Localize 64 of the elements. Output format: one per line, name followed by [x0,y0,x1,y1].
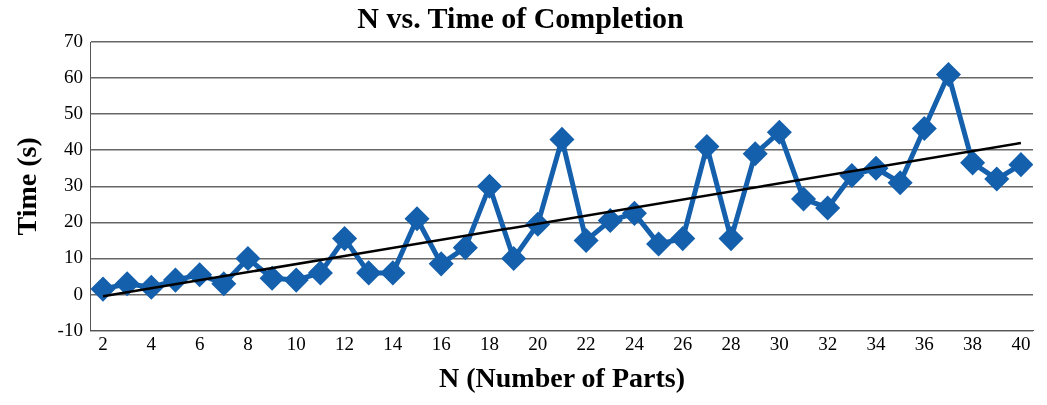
point [743,142,767,166]
y-tick-label: 20 [63,210,83,232]
point [598,209,622,233]
point [260,266,284,290]
point [985,167,1009,191]
x-tick-label: 34 [866,332,886,354]
point [502,246,526,270]
point [308,261,332,285]
y-tick-label: 60 [63,66,83,88]
y-tick-label: 30 [63,174,83,196]
x-tick-label: 24 [624,332,645,354]
x-tick-label: 14 [383,332,403,354]
point [405,207,429,231]
x-tick-label: 4 [146,332,157,354]
point [115,272,139,296]
point [767,120,791,144]
x-tick-label: 32 [818,332,838,354]
point [671,227,695,251]
point [212,272,236,296]
point [912,117,936,141]
point [236,246,260,270]
y-tick-label: 70 [63,29,83,51]
y-tick-label: 50 [63,102,83,124]
x-tick-label: 20 [528,332,548,354]
point [695,135,719,159]
y-tick-label: 10 [63,246,83,268]
point [91,277,115,301]
x-tick-label: 40 [1011,332,1031,354]
point [574,228,598,252]
point [381,261,405,285]
x-tick-label: 2 [98,332,108,354]
x-tick-label: 10 [286,332,306,354]
point [429,252,453,276]
point [333,227,357,251]
point [453,236,477,260]
x-tick-label: 12 [335,332,355,354]
x-tick-label: 38 [963,332,983,354]
y-axis-title: Time (s) [11,137,43,236]
x-tick-label: 6 [194,332,205,354]
point [647,232,671,256]
point [961,151,985,175]
x-tick-label: 30 [769,332,789,354]
point [719,227,743,251]
x-tick-label: 18 [480,332,499,354]
chart-title: N vs. Time of Completion [357,0,685,34]
point [888,171,912,195]
x-tick-label: 28 [721,332,741,354]
point [357,261,381,285]
point [1009,153,1033,177]
x-axis-title: N (Number of Parts) [438,362,685,394]
point [816,196,840,220]
y-tick-label: 40 [63,138,83,160]
point [936,62,960,86]
y-tick-label: 0 [73,282,83,304]
x-tick-label: 16 [431,332,451,354]
point [478,174,501,198]
y-tick-label: -10 [57,318,83,340]
x-tick-label: 26 [673,332,693,354]
x-tick-label: 22 [576,332,596,354]
point [550,127,574,151]
point [792,187,816,211]
x-tick-label: 36 [914,332,934,354]
point [284,268,308,292]
x-tick-label: 8 [243,332,253,354]
